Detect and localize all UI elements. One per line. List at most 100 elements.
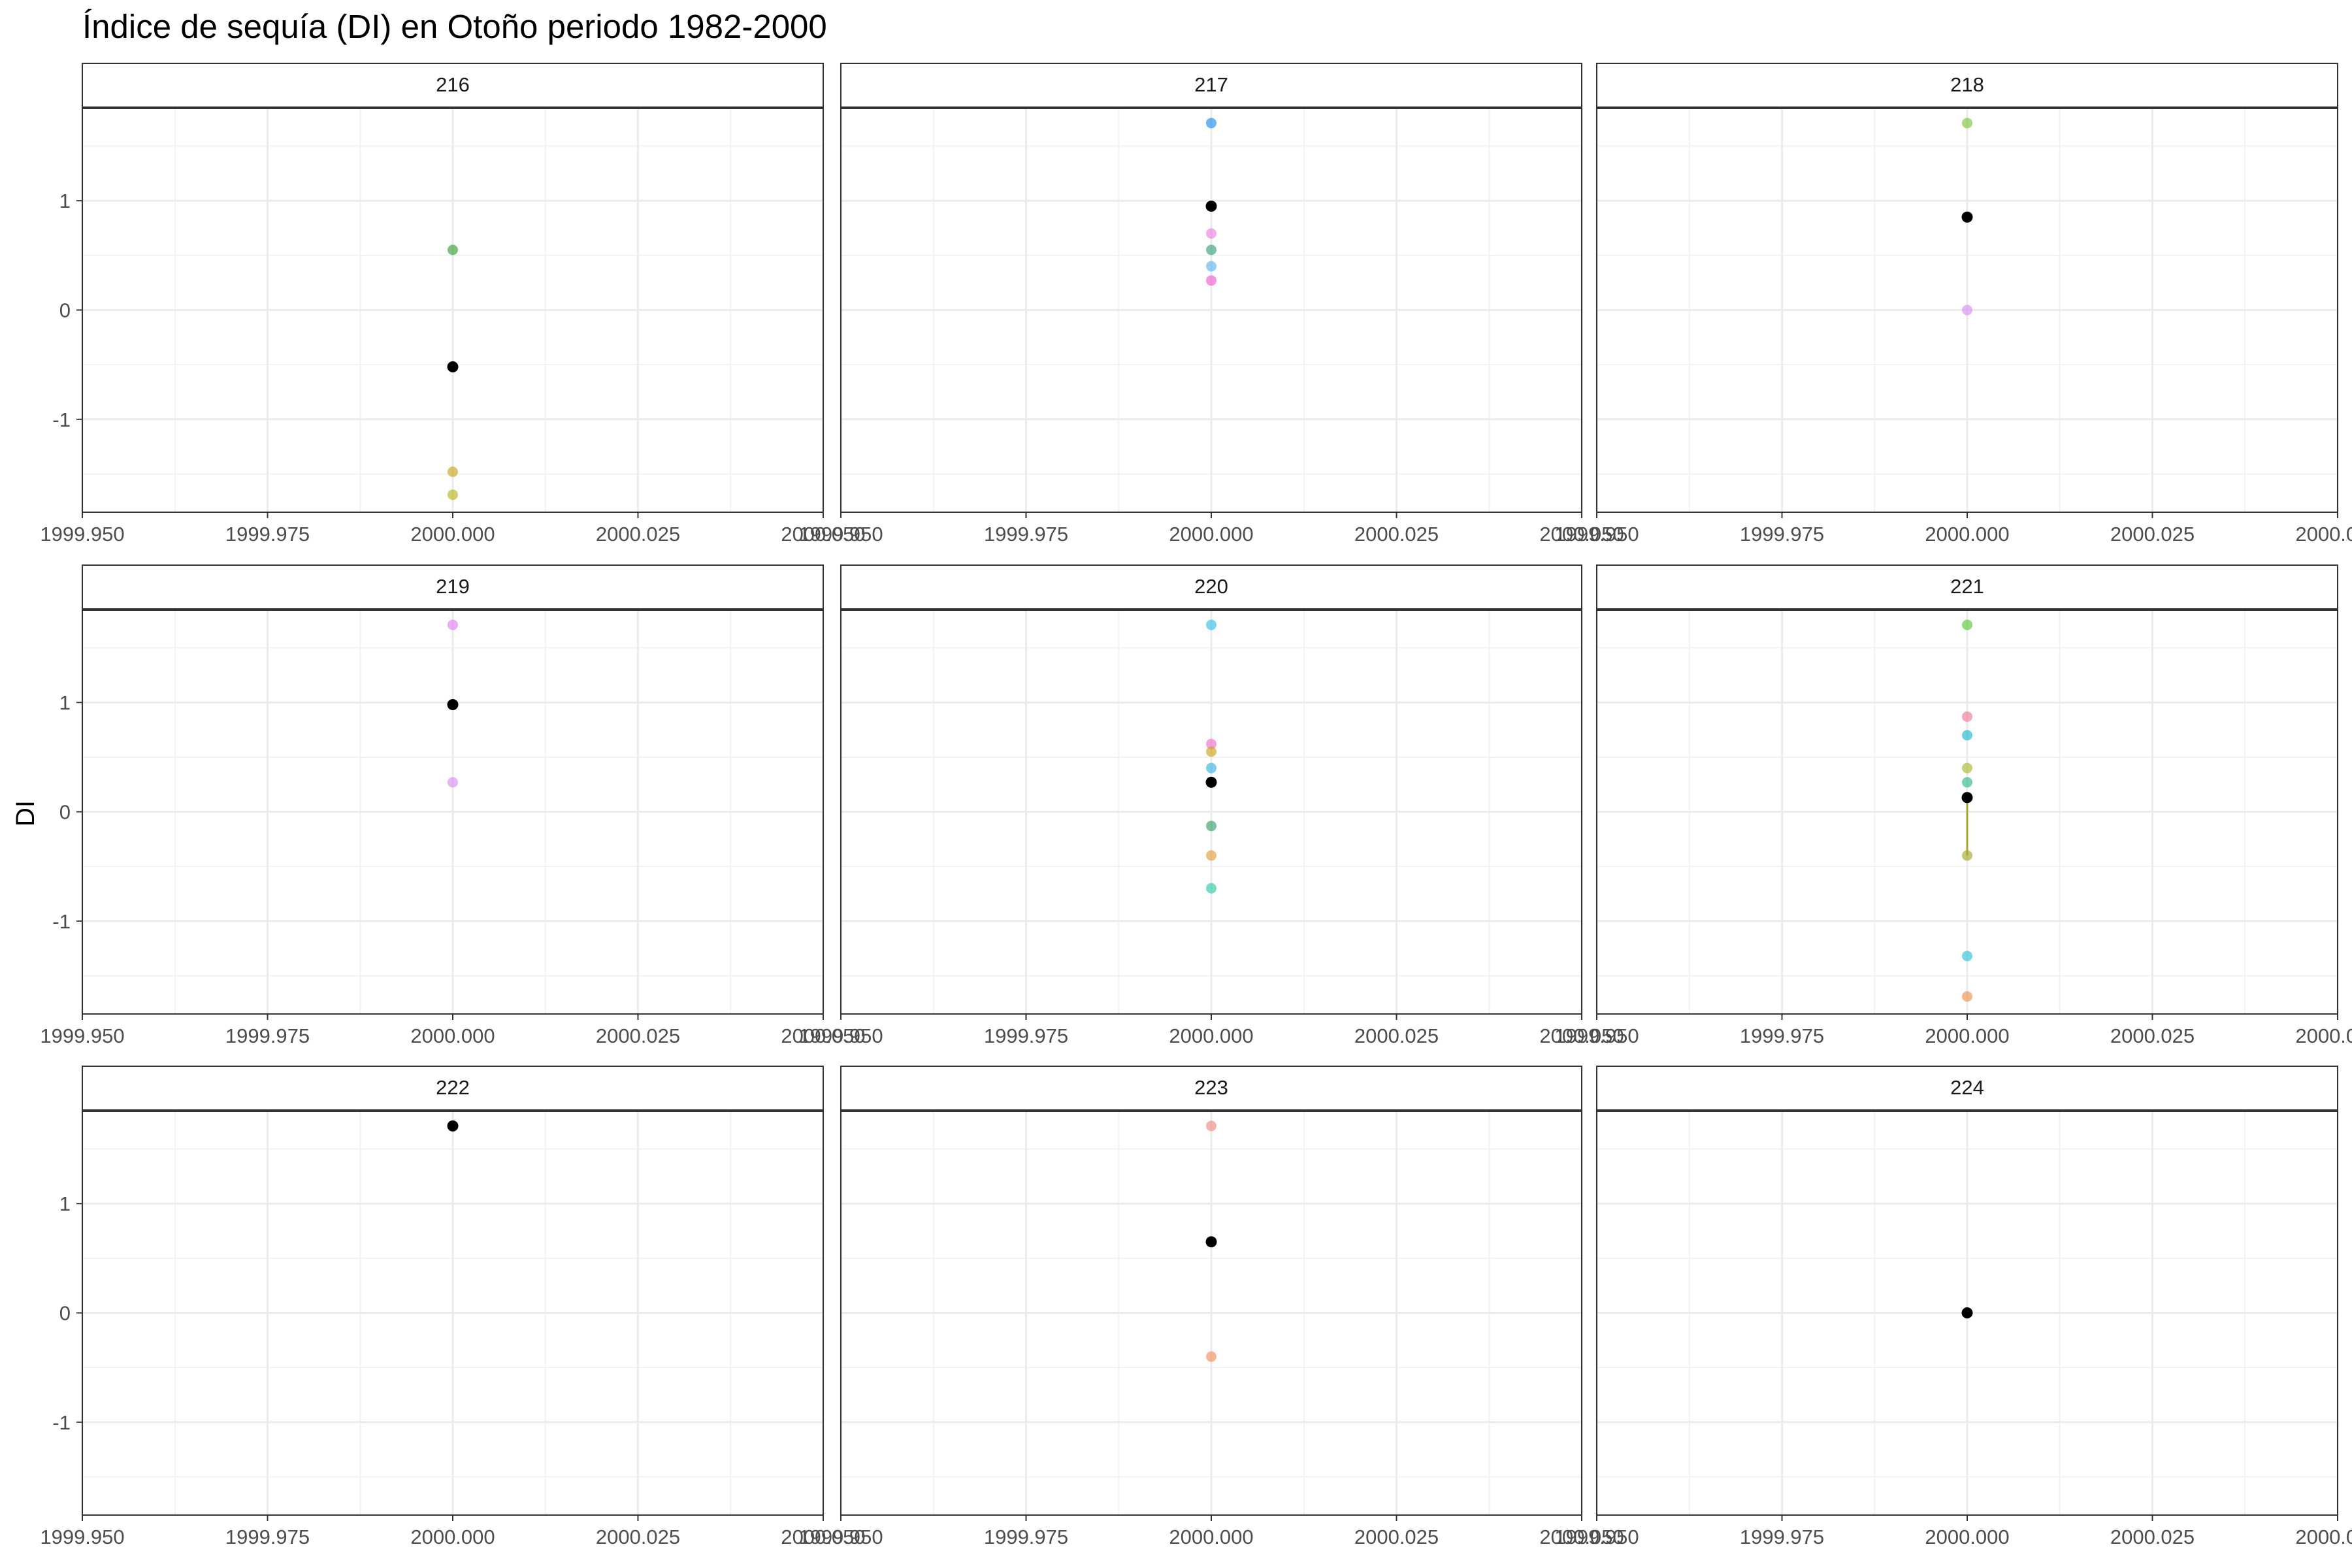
- facet-label: 219: [436, 575, 470, 598]
- y-axis-label: DI: [11, 800, 40, 826]
- x-tick-label: 2000.025: [2110, 1024, 2195, 1047]
- x-tick-label: 2000.050: [2295, 1526, 2352, 1548]
- data-point: [1962, 118, 1972, 129]
- x-tick-label: 2000.000: [1925, 1526, 2009, 1548]
- x-tick-label: 2000.000: [410, 1024, 495, 1047]
- data-point: [1206, 738, 1217, 749]
- mean-point: [1961, 792, 1973, 804]
- chart-title: Índice de sequía (DI) en Otoño periodo 1…: [82, 8, 827, 45]
- facet-label: 217: [1194, 73, 1228, 96]
- facet-strip: [1596, 564, 2338, 610]
- x-tick-label: 1999.950: [798, 1024, 883, 1047]
- facet-strip: [82, 564, 824, 610]
- mean-point: [1205, 776, 1217, 788]
- x-tick-label: 1999.950: [40, 1526, 124, 1548]
- x-tick-label: 1999.950: [1554, 1526, 1639, 1548]
- data-point: [1206, 228, 1217, 239]
- data-point: [1206, 118, 1217, 129]
- x-tick-label: 2000.050: [2295, 523, 2352, 546]
- data-point: [1206, 619, 1217, 630]
- x-tick-label: 2000.000: [1925, 523, 2009, 546]
- mean-point: [1961, 1307, 1973, 1318]
- panel-222: 222 1999.950 1999.975 2000.000 2000.025 2000.…: [40, 1066, 866, 1548]
- data-point: [448, 489, 458, 500]
- x-tick-label: 2000.000: [410, 1526, 495, 1548]
- x-tick-label: 1999.975: [1740, 1526, 1824, 1548]
- data-point: [1206, 275, 1217, 286]
- facet-strip: [82, 1066, 824, 1111]
- facet-strip: [840, 63, 1582, 108]
- x-tick-label: 2000.000: [1925, 1024, 2009, 1047]
- panel-216: 216 1999.950 1999.975 2000.000 2000.025 2000.…: [40, 63, 866, 546]
- facet-label: 223: [1194, 1076, 1228, 1099]
- mean-point: [1205, 1236, 1217, 1248]
- data-point: [1206, 821, 1217, 832]
- y-tick-label: 0: [59, 1302, 71, 1325]
- x-tick-label: 1999.975: [984, 1526, 1068, 1548]
- x-tick-label: 1999.950: [798, 523, 883, 546]
- facet-label: 222: [436, 1076, 470, 1099]
- y-tick-label: -1: [52, 910, 71, 933]
- facet-strip: [1596, 63, 2338, 108]
- data-point: [1206, 762, 1217, 774]
- data-point: [1206, 746, 1217, 757]
- panel-220: 220 1999.950 1999.975 2000.000 2000.025 2000.…: [798, 564, 1624, 1047]
- data-point: [1206, 244, 1217, 255]
- x-tick-label: 1999.950: [1554, 1024, 1639, 1047]
- x-tick-label: 1999.975: [225, 523, 310, 546]
- x-tick-label: 2000.025: [2110, 1526, 2195, 1548]
- x-tick-label: 2000.000: [1169, 1024, 1253, 1047]
- x-tick-label: 2000.000: [1169, 1526, 1253, 1548]
- data-point: [1962, 711, 1972, 722]
- panel-218: 218 1999.950 1999.975 2000.000 2000.025 2000.…: [1554, 63, 2352, 546]
- facet-label: 218: [1950, 73, 1984, 96]
- data-point: [448, 244, 458, 255]
- data-point: [1962, 777, 1972, 788]
- x-tick-label: 1999.975: [225, 1526, 310, 1548]
- x-tick-label: 2000.050: [1539, 523, 1624, 546]
- data-point: [1206, 1351, 1217, 1362]
- data-point: [1962, 762, 1972, 774]
- y-tick-label: 0: [59, 801, 71, 824]
- x-tick-label: 1999.950: [1554, 523, 1639, 546]
- x-tick-label: 2000.025: [1354, 1526, 1439, 1548]
- facet-label: 216: [436, 73, 470, 96]
- x-tick-label: 2000.050: [781, 1526, 865, 1548]
- x-tick-label: 1999.950: [798, 1526, 883, 1548]
- x-tick-label: 2000.025: [596, 1024, 680, 1047]
- data-point: [1962, 304, 1972, 316]
- x-tick-label: 1999.975: [984, 523, 1068, 546]
- data-point: [1962, 991, 1972, 1002]
- facet-label: 224: [1950, 1076, 1984, 1099]
- mean-point: [447, 361, 459, 372]
- x-tick-label: 2000.050: [781, 523, 865, 546]
- facet-panels: 216 1999.950 1999.975 2000.000 2000.025 2000.…: [40, 63, 2352, 1548]
- mean-point: [447, 699, 459, 711]
- data-point: [1962, 730, 1972, 741]
- data-point: [1962, 850, 1972, 861]
- y-tick-label: -1: [52, 408, 71, 431]
- mean-point: [1205, 201, 1217, 212]
- x-tick-label: 1999.950: [40, 1024, 124, 1047]
- mean-point: [1961, 211, 1973, 223]
- x-tick-label: 1999.975: [1740, 1024, 1824, 1047]
- panel-224: 224 1999.950 1999.975 2000.000 2000.025 2000.…: [1554, 1066, 2352, 1548]
- panel-217: 217 1999.950 1999.975 2000.000 2000.025 2000.…: [798, 63, 1624, 546]
- panel-219: 219 1999.950 1999.975 2000.000 2000.025 2000.…: [40, 564, 866, 1047]
- data-point: [1206, 850, 1217, 861]
- data-point: [1206, 1120, 1217, 1132]
- y-tick-label: 0: [59, 299, 71, 322]
- panel-221: 221 1999.950 1999.975 2000.000 2000.025 2000.…: [1554, 564, 2352, 1047]
- x-tick-label: 2000.050: [1539, 1024, 1624, 1047]
- data-point: [1206, 261, 1217, 272]
- mean-point: [447, 1120, 459, 1132]
- x-tick-label: 1999.975: [225, 1024, 310, 1047]
- x-tick-label: 2000.025: [1354, 1024, 1439, 1047]
- x-tick-label: 2000.025: [596, 1526, 680, 1548]
- x-tick-label: 2000.000: [410, 523, 495, 546]
- y-tick-label: 1: [59, 691, 71, 714]
- facet-strip: [82, 63, 824, 108]
- panel-223: 223 1999.950 1999.975 2000.000 2000.025 2000.…: [798, 1066, 1624, 1548]
- x-tick-label: 2000.025: [596, 523, 680, 546]
